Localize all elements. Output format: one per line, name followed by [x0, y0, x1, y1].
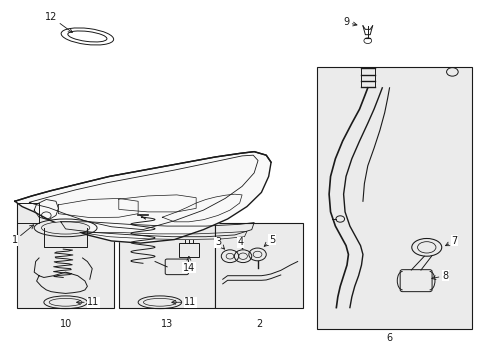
- Text: 11: 11: [171, 297, 196, 307]
- Bar: [119, 201, 215, 307]
- Text: 8: 8: [431, 271, 447, 281]
- Text: 11: 11: [77, 297, 100, 307]
- Text: 10: 10: [60, 319, 72, 329]
- Text: 4: 4: [237, 237, 243, 249]
- Bar: [215, 222, 302, 307]
- Text: 7: 7: [445, 236, 457, 246]
- Ellipse shape: [143, 298, 176, 306]
- Ellipse shape: [49, 298, 82, 306]
- Ellipse shape: [41, 222, 90, 234]
- Text: 6: 6: [386, 333, 392, 343]
- Text: 12: 12: [45, 12, 72, 32]
- Text: 2: 2: [255, 319, 262, 329]
- Ellipse shape: [417, 242, 435, 253]
- Bar: [17, 201, 114, 307]
- Text: 14: 14: [183, 256, 195, 273]
- Ellipse shape: [68, 31, 107, 42]
- Text: 9: 9: [342, 17, 356, 27]
- Bar: [179, 243, 198, 257]
- Text: 13: 13: [161, 319, 173, 329]
- Bar: [316, 67, 471, 329]
- Text: 1: 1: [12, 225, 34, 245]
- Polygon shape: [15, 152, 270, 243]
- Text: 3: 3: [214, 237, 224, 249]
- Text: 5: 5: [264, 235, 275, 246]
